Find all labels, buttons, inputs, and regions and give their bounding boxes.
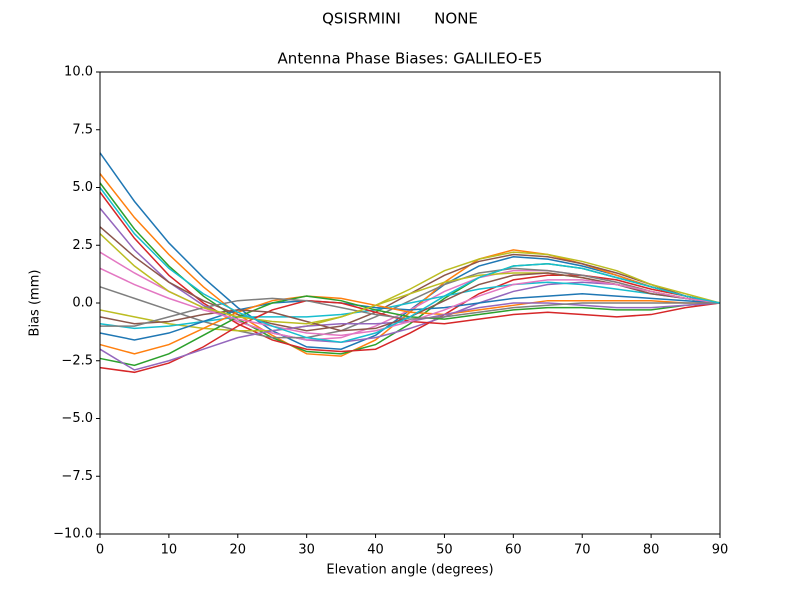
y-tick-label: 7.5 <box>72 122 93 137</box>
series-line <box>99 187 721 344</box>
y-tick-label: 2.5 <box>72 238 93 253</box>
y-tick-label: −5.0 <box>61 411 93 426</box>
series-line <box>99 233 721 325</box>
y-tick-label: 5.0 <box>72 180 93 195</box>
y-tick-label: −7.5 <box>61 469 93 484</box>
series-line <box>99 295 720 355</box>
suptitle: QSISRMINI NONE <box>322 10 478 28</box>
x-axis-label: Elevation angle (degrees) <box>326 563 493 578</box>
plot-area <box>99 152 721 374</box>
series-line <box>99 267 721 337</box>
y-tick-label: 10.0 <box>64 65 93 80</box>
x-tick-label: 80 <box>643 543 660 558</box>
y-tick-label: −10.0 <box>53 527 93 542</box>
y-tick-label: −2.5 <box>61 353 93 368</box>
x-tick-label: 20 <box>230 543 247 558</box>
x-tick-label: 50 <box>436 543 453 558</box>
series-line <box>99 191 721 353</box>
y-tick-label: 0.0 <box>72 296 93 311</box>
chart-title: Antenna Phase Biases: GALILEO-E5 <box>278 50 543 68</box>
x-tick-label: 90 <box>712 543 729 558</box>
y-axis-label: Bias (mm) <box>28 270 43 337</box>
x-tick-label: 40 <box>367 543 384 558</box>
x-tick-label: 60 <box>505 543 522 558</box>
series-line <box>99 293 721 341</box>
x-tick-label: 70 <box>574 543 591 558</box>
x-tick-label: 30 <box>298 543 315 558</box>
x-tick-label: 0 <box>96 543 104 558</box>
x-tick-label: 10 <box>161 543 178 558</box>
